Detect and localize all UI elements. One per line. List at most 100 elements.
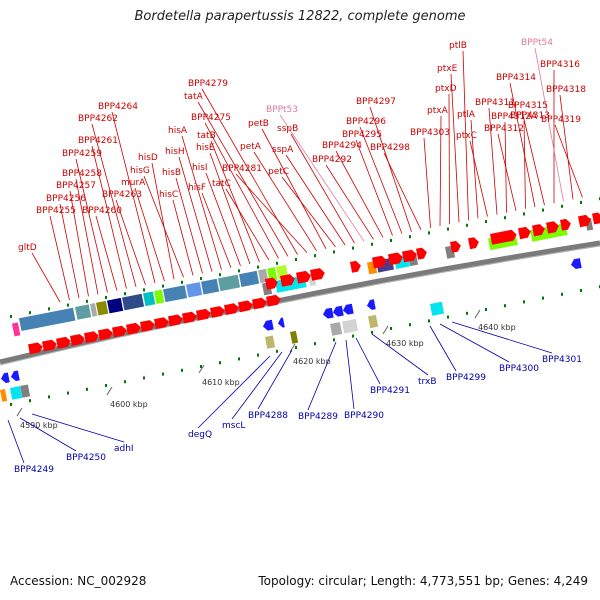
feature-tracks — [0, 212, 600, 402]
reverse-gene-label: mscL — [222, 421, 245, 431]
tick-mark — [48, 395, 50, 399]
forward-gene-label: ptxC — [456, 131, 477, 141]
tick-mark — [276, 349, 278, 353]
forward-leader-line — [178, 156, 213, 272]
tick-mark — [29, 311, 31, 315]
accession-text: Accession: NC_002928 — [10, 574, 147, 588]
forward-gene-label: BPP4312 — [484, 124, 524, 134]
kbp-tick — [198, 364, 205, 374]
cog-block — [12, 322, 21, 337]
forward-leader-line — [325, 164, 374, 240]
tick-mark — [371, 242, 373, 246]
forward-leader-line — [355, 139, 393, 236]
forward-leader-line — [205, 172, 241, 267]
forward-leader-line — [111, 111, 156, 284]
tick-mark — [580, 289, 582, 292]
cog-block — [0, 389, 8, 402]
reverse-leader-line — [7, 419, 25, 464]
forward-gene-label: BPP4260 — [82, 206, 122, 216]
tick-mark — [124, 380, 126, 384]
tick-mark — [428, 319, 430, 323]
tick-mark — [580, 201, 582, 204]
tick-mark — [466, 311, 468, 315]
forward-gene-label: ptxE — [437, 64, 458, 74]
tick-mark — [162, 284, 164, 288]
forward-leader-line — [143, 175, 184, 278]
forward-leader-line — [175, 177, 203, 274]
forward-leader-line — [281, 176, 336, 248]
kbp-label: 4600 kbp — [110, 400, 148, 409]
forward-gene-arrow — [450, 240, 461, 253]
cog-block — [186, 282, 203, 298]
forward-gene-label: sspB — [277, 124, 298, 134]
tick-mark — [409, 235, 411, 239]
reverse-leader-line — [451, 321, 553, 354]
forward-gene-arrow — [112, 325, 127, 338]
forward-gene-label: hisC — [159, 190, 178, 200]
cog-block — [429, 301, 445, 316]
cog-block — [163, 285, 188, 303]
cog-block — [122, 293, 145, 311]
forward-leader-line — [450, 73, 460, 223]
cog-block — [107, 297, 124, 314]
forward-gene-arrow — [238, 300, 253, 313]
forward-leader-line — [59, 203, 80, 299]
forward-leader-line — [469, 140, 488, 217]
forward-leader-line — [75, 178, 99, 295]
kbp-tick — [16, 407, 23, 417]
forward-gene-arrow — [490, 229, 517, 245]
tick-mark — [67, 391, 69, 395]
kbp-tick — [106, 386, 113, 396]
forward-leader-line — [31, 252, 61, 303]
forward-leader-line — [75, 158, 108, 293]
forward-gene-label: BPP4279 — [188, 79, 228, 89]
forward-gene-label: tatC — [212, 179, 231, 189]
forward-leader-line — [279, 114, 365, 242]
reverse-gene-label: BPP4290 — [344, 411, 384, 421]
forward-leader-line — [369, 106, 412, 232]
tick-mark — [10, 403, 12, 406]
forward-leader-line — [285, 154, 346, 246]
forward-gene-arrow — [416, 247, 427, 260]
reverse-leader-line — [231, 351, 283, 420]
tick-mark — [86, 299, 88, 303]
forward-gene-label: gltD — [18, 243, 37, 253]
tick-mark — [447, 227, 449, 231]
forward-leader-line — [201, 192, 232, 268]
forward-gene-label: BPP4256 — [46, 194, 86, 204]
forward-gene-arrow — [210, 306, 225, 318]
tick-mark — [219, 273, 221, 277]
forward-gene-label: BPP4264 — [98, 102, 138, 112]
forward-gene-label: BPP4311 — [475, 98, 515, 108]
reverse-gene-arrow — [366, 299, 376, 310]
reverse-gene-label: BPP4250 — [66, 453, 106, 463]
cog-block — [19, 384, 31, 398]
tick-mark — [257, 265, 259, 269]
tick-mark — [485, 220, 487, 223]
reverse-gene-label: trxB — [418, 377, 437, 387]
reverse-gene-arrow — [342, 303, 354, 315]
tick-mark — [48, 307, 50, 311]
forward-gene-label: tatB — [197, 131, 216, 141]
tick-mark — [143, 376, 145, 380]
forward-gene-labels: gltD BPP4255 BPP4256 BPP4257 BPP4258 BPP4259 B… — [18, 38, 586, 253]
tick-mark — [466, 223, 468, 227]
kbp-tick — [289, 343, 296, 353]
tick-mark — [371, 330, 373, 334]
forward-leader-line — [534, 47, 564, 202]
forward-leader-line — [115, 199, 146, 286]
cog-block — [290, 330, 299, 344]
reverse-gene-label: BPP4289 — [298, 412, 338, 422]
reverse-gene-label: BPP4249 — [14, 465, 54, 475]
forward-gene-arrow — [168, 314, 183, 327]
reverse-gene-label: adhI — [114, 444, 134, 454]
forward-gene-arrow — [126, 322, 141, 335]
reverse-leader-line — [19, 417, 77, 452]
tick-mark — [257, 353, 259, 357]
tick-mark — [409, 323, 411, 327]
tick-mark — [352, 246, 354, 250]
tick-mark — [295, 258, 297, 261]
tick-mark — [428, 231, 430, 235]
forward-gene-label: BPP4313 — [510, 111, 550, 121]
forward-gene-arrow — [266, 294, 281, 307]
